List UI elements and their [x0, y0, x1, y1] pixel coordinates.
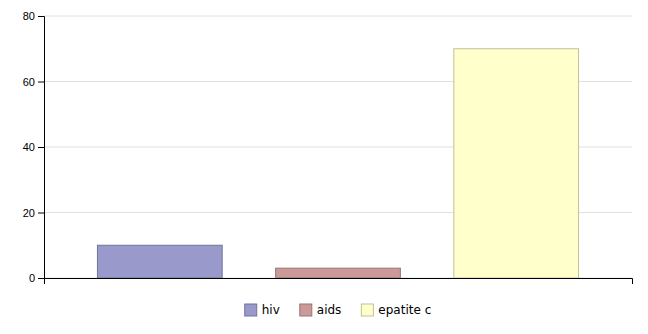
legend-label: epatite c — [378, 303, 431, 317]
y-tick: 80 — [23, 10, 44, 22]
y-axis-line — [38, 17, 45, 279]
y-tick-mark — [38, 82, 44, 83]
x-axis-line — [45, 279, 633, 285]
legend-item: hiv — [245, 303, 280, 317]
bars — [97, 49, 578, 278]
y-tick-mark — [38, 16, 44, 17]
y-tick: 40 — [23, 141, 44, 153]
y-tick-label: 20 — [23, 207, 35, 219]
y-tick-mark — [38, 278, 44, 279]
legend: hiv aids epatite c — [245, 303, 432, 317]
y-tick-mark — [38, 213, 44, 214]
y-tick-label: 80 — [23, 10, 35, 22]
legend-label: hiv — [262, 303, 280, 317]
bar — [454, 49, 579, 278]
y-tick-label: 0 — [29, 272, 35, 284]
y-tick-label: 40 — [23, 141, 35, 153]
bar — [276, 268, 401, 278]
y-axis: 0 20 40 60 80 — [23, 10, 45, 284]
legend-swatch — [245, 304, 257, 316]
chart: 0 20 40 60 80 hiv aids epatite c — [0, 0, 648, 334]
y-tick: 20 — [23, 207, 44, 219]
y-tick: 60 — [23, 76, 44, 88]
x-axis — [45, 279, 633, 285]
grid-line — [44, 16, 632, 17]
legend-label: aids — [317, 303, 342, 317]
plot: 0 20 40 60 80 — [23, 10, 633, 284]
legend-item: epatite c — [361, 303, 431, 317]
legend-swatch — [300, 304, 312, 316]
y-tick-label: 60 — [23, 76, 35, 88]
grid — [44, 16, 632, 278]
y-tick-mark — [38, 147, 44, 148]
bar — [97, 245, 222, 278]
legend-item: aids — [300, 303, 342, 317]
y-tick: 0 — [29, 272, 44, 284]
legend-swatch — [361, 304, 373, 316]
